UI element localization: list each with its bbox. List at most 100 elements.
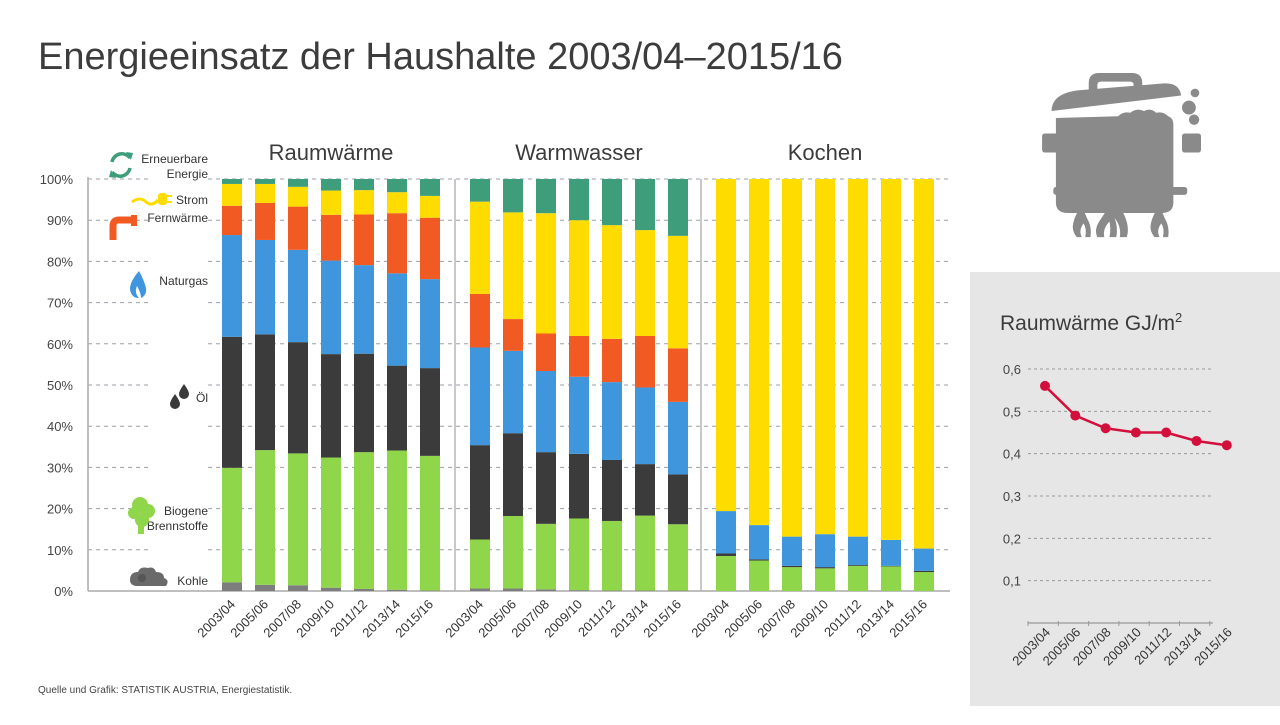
bar-segment-naturgas [354, 265, 374, 354]
bar-segment-biogene-brennstoffe [815, 568, 835, 591]
inset-y-tick-label: 0,4 [1003, 447, 1021, 462]
bar-segment-kohle [354, 588, 374, 591]
bar-segment-kohle [602, 590, 622, 592]
y-tick-label: 100% [40, 172, 74, 187]
bar-segment-strom [503, 212, 523, 320]
bar-segment-erneuerbare-energie [470, 179, 490, 202]
bar-segment-kohle [635, 590, 655, 592]
legend-label: Naturgas [159, 274, 208, 288]
bar-segment-strom [848, 179, 868, 537]
inset-y-tick-label: 0,2 [1003, 531, 1021, 546]
bar-segment-biogene-brennstoffe [503, 516, 523, 589]
y-tick-label: 10% [47, 543, 73, 558]
bar-segment-biogene-brennstoffe [848, 565, 868, 591]
bar-segment-erneuerbare-energie [354, 179, 374, 191]
bar-segment-naturgas [387, 273, 407, 366]
bar-segment-fernwärme [354, 214, 374, 266]
bar-segment-kohle [321, 587, 341, 591]
inset-data-point [1040, 380, 1050, 391]
recycle-arrows-icon [109, 152, 133, 178]
bar-segment-erneuerbare-energie [635, 179, 655, 231]
bar-segment-fernwärme [569, 335, 589, 377]
y-tick-label: 20% [47, 502, 73, 517]
bar-segment-naturgas [668, 401, 688, 475]
bar-segment-erneuerbare-energie [222, 179, 242, 184]
bar-segment-fernwärme [668, 348, 688, 402]
bar-segment-biogene-brennstoffe [536, 523, 556, 590]
oil-drop [170, 394, 180, 409]
oil-drop [179, 384, 189, 399]
coal-lumps [130, 567, 168, 586]
bar-segment-strom [749, 179, 769, 526]
bar-segment-öl [222, 336, 242, 468]
inset-y-tick-label: 0,5 [1003, 404, 1021, 419]
bar-segment-fernwärme [602, 338, 622, 383]
bar-segment-strom [914, 179, 934, 549]
bar-segment-öl [716, 553, 736, 556]
y-tick-label: 50% [47, 378, 73, 393]
bar-segment-kohle [470, 588, 490, 591]
bar-segment-strom [782, 179, 802, 537]
bar-segment-biogene-brennstoffe [668, 524, 688, 591]
plug-body [158, 193, 167, 205]
tree-trunk [138, 520, 144, 534]
bar-segment-öl [602, 459, 622, 521]
bar-segment-naturgas [420, 279, 440, 369]
recycle-arrowhead [126, 152, 133, 160]
bar-segment-strom [288, 186, 308, 207]
inset-data-point [1191, 435, 1202, 446]
bar-segment-öl [668, 474, 688, 525]
inset-panel: Raumwärme GJ/m2 0,1 0,2 0,3 0,4 0,5 0,6 2003/04… [970, 272, 1280, 706]
inset-data-point [1161, 427, 1172, 438]
bar-segment-biogene-brennstoffe [288, 453, 308, 586]
bar-segment-biogene-brennstoffe [914, 572, 934, 591]
coal-icon [130, 567, 168, 586]
bar-segment-erneuerbare-energie [668, 179, 688, 236]
pipe-icon [109, 215, 137, 240]
panel-title: Raumwärme [269, 140, 394, 165]
bar-segment-öl [354, 353, 374, 453]
inset-data-point [1130, 427, 1141, 438]
bar-segment-naturgas [536, 370, 556, 453]
bar-segment-öl [848, 565, 868, 566]
bar-segment-naturgas [716, 511, 736, 554]
flame-shape [130, 271, 147, 298]
bar-segment-biogene-brennstoffe [635, 515, 655, 591]
bar-segment-strom [222, 183, 242, 206]
bar-segment-naturgas [881, 539, 901, 566]
bar-segment-öl [914, 570, 934, 573]
bar-segment-biogene-brennstoffe [881, 566, 901, 591]
bar-segment-fernwärme [321, 214, 341, 261]
bar-segment-strom [716, 179, 736, 512]
plug-pin [166, 201, 172, 203]
bar-segment-erneuerbare-energie [420, 179, 440, 196]
legend-label: Brennstoffe [147, 519, 208, 533]
legend-label: Erneuerbare [141, 152, 208, 166]
bar-segment-naturgas [288, 249, 308, 343]
bar-segment-strom [602, 225, 622, 339]
bar-segment-biogene-brennstoffe [420, 455, 440, 591]
bar-segment-öl [470, 445, 490, 540]
bar-segment-fernwärme [536, 333, 556, 371]
bar-segment-fernwärme [288, 206, 308, 250]
y-tick-label: 40% [47, 419, 73, 434]
bar-segment-biogene-brennstoffe [222, 467, 242, 583]
bar-segment-biogene-brennstoffe [749, 560, 769, 591]
bar-segment-strom [387, 192, 407, 214]
bar-segment-fernwärme [222, 205, 242, 236]
bar-segment-erneuerbare-energie [387, 179, 407, 193]
legend-label: Energie [167, 167, 209, 181]
bar-segment-naturgas [255, 239, 275, 335]
bar-segment-erneuerbare-energie [536, 179, 556, 214]
bar-segment-kohle [536, 589, 556, 591]
bar-segment-naturgas [815, 534, 835, 568]
inset-y-tick-label: 0,6 [1003, 362, 1021, 377]
bar-segment-öl [815, 567, 835, 569]
bar-segment-naturgas [222, 235, 242, 337]
recycle-arrowhead [109, 170, 116, 178]
pipe-flange [131, 215, 137, 226]
bar-segment-erneuerbare-energie [569, 179, 589, 221]
bar-segment-strom [420, 195, 440, 218]
source-note: Quelle und Grafik: STATISTIK AUSTRIA, En… [38, 685, 293, 696]
bar-segment-strom [668, 235, 688, 349]
